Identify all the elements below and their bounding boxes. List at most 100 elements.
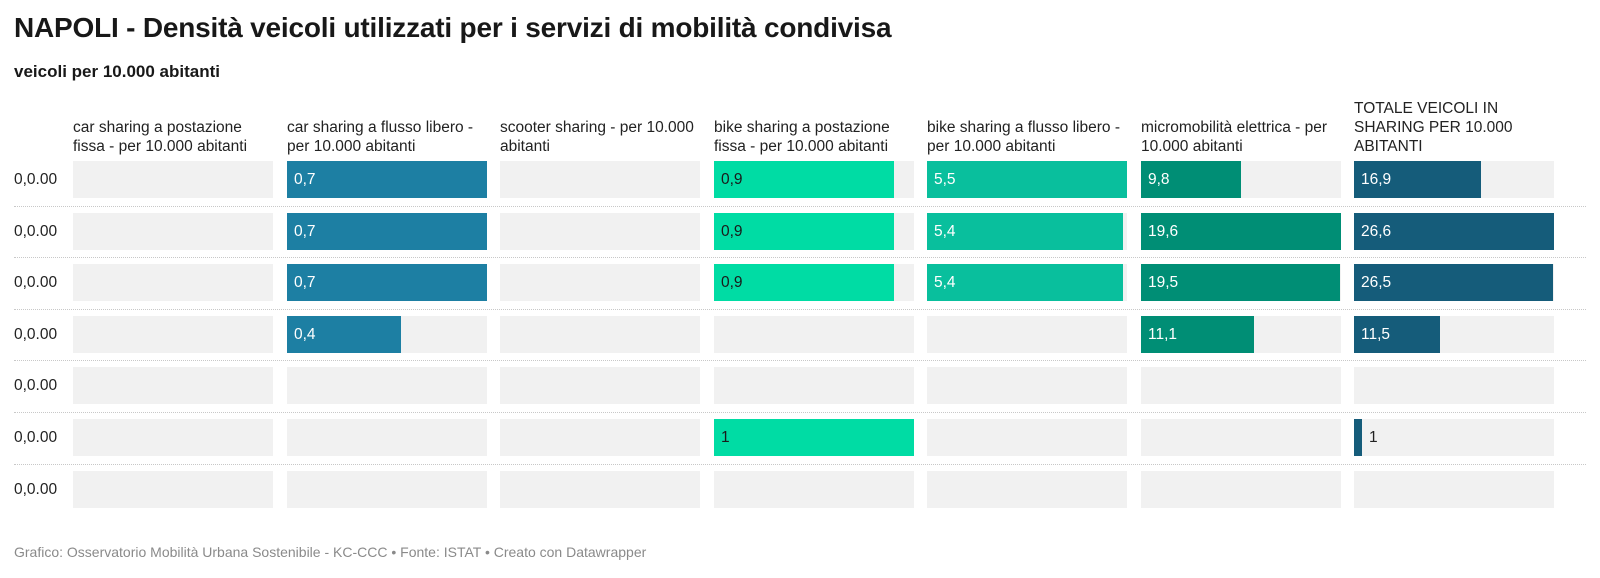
data-label: 1 [721,429,730,446]
cell-background [500,213,700,250]
cell-background [287,471,487,508]
column-header: car sharing a postazione fissa - per 10.… [73,100,277,157]
column-header-label: micromobilità elettrica - per 10.000 abi… [1141,119,1328,155]
column-header-label: bike sharing a flusso libero - per 10.00… [927,119,1120,155]
data-bar [287,264,487,301]
data-label: 0,7 [294,223,316,240]
data-label: 0,9 [721,171,743,188]
data-bar [1354,213,1554,250]
data-bar [1354,264,1553,301]
cell-background [73,316,273,353]
column-header: micromobilità elettrica - per 10.000 abi… [1141,100,1345,157]
data-bar [287,213,487,250]
column-header-label: car sharing a flusso libero - per 10.000… [287,119,474,155]
row-separator [14,309,1586,310]
cell-background [500,264,700,301]
row-label: 0,0.00 [14,274,58,291]
data-label: 19,6 [1148,223,1179,240]
row-separator [14,257,1586,258]
column-header: scooter sharing - per 10.000 abitanti [500,100,704,157]
cell-background [927,367,1127,404]
row-label: 0,0.00 [14,481,58,498]
data-bar [927,161,1127,198]
cell-background [714,316,914,353]
data-label: 1 [1369,429,1378,446]
data-bar [287,161,487,198]
cell-background [500,471,700,508]
cell-background [287,367,487,404]
cell-background [500,316,700,353]
data-bar [1141,213,1341,250]
data-bar [1354,419,1362,456]
cell-background [73,161,273,198]
cell-background [1354,471,1554,508]
cell-background [927,419,1127,456]
cell-background [927,471,1127,508]
data-bar [1354,161,1481,198]
cell-background [73,264,273,301]
cell-background [500,161,700,198]
data-label: 5,4 [934,274,956,291]
row-label: 0,0.00 [14,326,58,343]
data-bar [1141,316,1254,353]
data-label: 26,6 [1361,223,1392,240]
cell-background [714,367,914,404]
cell-background [927,316,1127,353]
column-header-label: TOTALE VEICOLI IN SHARING PER 10.000 ABI… [1354,100,1513,155]
data-label: 0,4 [294,326,316,343]
data-bar [714,419,914,456]
data-label: 5,4 [934,223,956,240]
column-header: TOTALE VEICOLI IN SHARING PER 10.000 ABI… [1354,100,1558,157]
cell-background [1354,419,1554,456]
cell-background [1141,367,1341,404]
data-label: 26,5 [1361,274,1392,291]
row-label: 0,0.00 [14,377,58,394]
data-label: 5,5 [934,171,956,188]
row-label: 0,0.00 [14,429,58,446]
chart-subtitle: veicoli per 10.000 abitanti [14,62,220,81]
data-bar [287,316,401,353]
data-label: 11,5 [1361,326,1391,343]
cell-background [1141,419,1341,456]
cell-background [73,419,273,456]
data-label: 19,5 [1148,274,1179,291]
data-label: 0,7 [294,274,316,291]
data-label: 0,9 [721,274,743,291]
column-header-label: scooter sharing - per 10.000 abitanti [500,119,694,155]
data-label: 16,9 [1361,171,1392,188]
data-bar [927,264,1123,301]
chart-title: NAPOLI - Densità veicoli utilizzati per … [14,12,892,43]
column-header: bike sharing a postazione fissa - per 10… [714,100,918,157]
row-separator [14,464,1586,465]
chart-footer: Grafico: Osservatorio Mobilità Urbana So… [14,544,647,560]
data-bar [1141,264,1340,301]
column-header-label: car sharing a postazione fissa - per 10.… [73,119,248,155]
data-label: 0,9 [721,223,743,240]
data-label: 11,1 [1148,326,1178,343]
cell-background [73,471,273,508]
data-bar [714,213,894,250]
data-bar [927,213,1123,250]
row-separator [14,360,1586,361]
cell-background [287,419,487,456]
row-label: 0,0.00 [14,171,58,188]
column-header-label: bike sharing a postazione fissa - per 10… [714,119,890,155]
cell-background [1354,367,1554,404]
cell-background [500,367,700,404]
cell-background [714,471,914,508]
column-header: bike sharing a flusso libero - per 10.00… [927,100,1131,157]
cell-background [1141,471,1341,508]
data-bar [714,161,894,198]
cell-background [73,367,273,404]
column-header: car sharing a flusso libero - per 10.000… [287,100,491,157]
row-label: 0,0.00 [14,223,58,240]
data-label: 0,7 [294,171,316,188]
row-separator [14,412,1586,413]
data-bar [714,264,894,301]
cell-background [500,419,700,456]
data-bar [1141,161,1241,198]
cell-background [73,213,273,250]
row-separator [14,206,1586,207]
data-bar [1354,316,1440,353]
data-label: 9,8 [1148,171,1170,188]
